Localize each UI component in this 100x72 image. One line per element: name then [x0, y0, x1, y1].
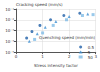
svg-text:1: 1	[41, 54, 44, 59]
svg-text:0.5: 0.5	[87, 44, 94, 50]
svg-text:50: 50	[88, 55, 94, 60]
svg-text:3: 3	[94, 54, 97, 59]
svg-text:10⁻³: 10⁻³	[5, 28, 14, 33]
svg-text:Quenching speed (mm/min): Quenching speed (mm/min)	[39, 35, 95, 40]
svg-text:0: 0	[15, 54, 18, 59]
svg-text:5: 5	[87, 49, 91, 55]
svg-text:10⁻⁴: 10⁻⁴	[5, 39, 14, 44]
svg-text:10⁻¹: 10⁻¹	[5, 7, 14, 12]
svg-text:10⁻⁵: 10⁻⁵	[5, 50, 14, 55]
svg-text:Cracking speed (mm/s): Cracking speed (mm/s)	[16, 2, 63, 7]
svg-text:10⁻²: 10⁻²	[5, 17, 14, 22]
svg-text:Stress intensity factor: Stress intensity factor	[34, 63, 78, 68]
svg-text:2: 2	[68, 54, 71, 59]
